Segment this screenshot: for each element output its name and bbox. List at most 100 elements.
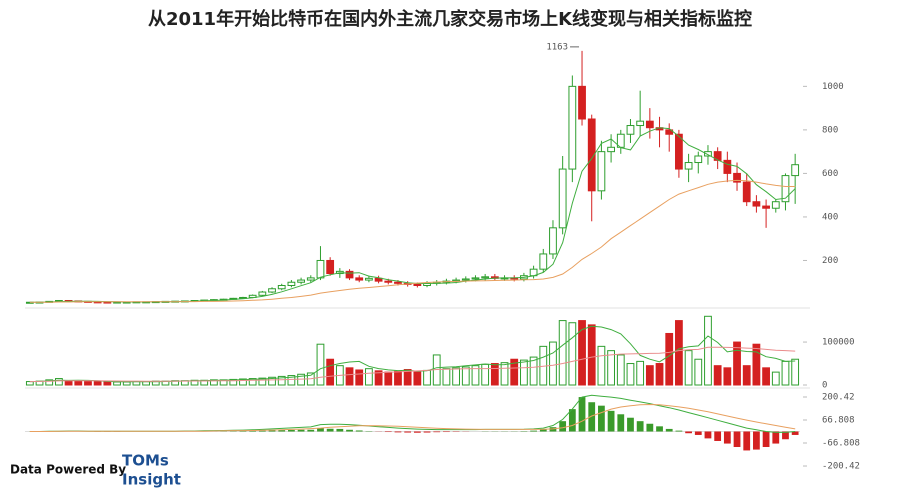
volume-bar [713,365,722,386]
macd-bar [346,429,353,432]
volume-bar [55,378,63,386]
branding-name: Insight [122,471,181,489]
volume-bar [210,379,218,386]
candle-body [558,168,567,229]
volume-bar [374,370,383,386]
macd-bar [598,405,605,432]
candle-body [549,227,557,255]
volume-bar [549,341,557,386]
macd-bar [772,431,780,444]
volume-bar [636,360,645,386]
volume-bar [704,315,712,386]
volume-bar [578,320,586,386]
macd-bar [278,430,286,432]
y-tick-label: 100000 [822,338,855,348]
volume-bar [771,371,780,386]
y-tick-label: 400 [822,212,838,222]
macd-bar [384,431,392,433]
volume-bar [423,369,431,386]
macd-bar [355,430,363,432]
candle-body [791,164,800,177]
volume-bar [74,380,83,386]
volume-bar [84,381,92,386]
candle-body [733,172,741,183]
macd-bar [656,426,663,432]
macd-bar [530,430,537,432]
volume-bar [733,341,741,386]
macd-bar [394,431,402,433]
volume-bar [694,358,703,386]
macd-bar [646,423,654,432]
candle-body [607,146,615,153]
candle-body [481,276,490,279]
branding-text: Data Powered By [10,463,126,477]
macd-bar [258,430,266,432]
chart-title: 从2011年开始比特币在国内外主流几家交易市场上K线变现与相关指标监控 [148,8,752,30]
indicator-line [29,403,796,432]
volume-bar [365,368,373,386]
candle-body [675,133,683,170]
macd-bar [782,431,789,440]
volume-bar [471,365,480,386]
volume-bar [607,350,615,386]
volume-bar [500,362,509,386]
volume-bar [684,350,693,386]
volume-bar [316,343,325,386]
candle-body [578,85,586,120]
macd-bar [568,409,576,432]
candle-body [316,259,325,279]
volume-bar [413,371,422,386]
volume-bar [626,363,635,386]
candle-body [665,129,674,135]
volume-bar [403,369,412,386]
candle-body [384,280,393,283]
volume-bar [345,367,354,386]
y-tick-label: -200.42 [822,462,860,472]
volume-bar [248,378,257,386]
macd-bar [627,417,634,432]
volume-bar [645,365,654,386]
candle-body [597,151,606,192]
candle-body [752,201,761,207]
macd-bar [559,421,567,432]
candle-body [306,277,315,281]
y-tick-label: 800 [822,125,838,135]
macd-bar [288,429,295,432]
volume-bar [616,354,625,386]
macd-bar [539,429,547,432]
volume-bar [752,343,761,386]
volume-bar [277,375,286,386]
y-tick-label: 1000 [822,82,844,92]
macd-bar [723,431,731,444]
macd-bar [791,431,799,435]
macd-bar [433,431,441,433]
candle-body [723,159,732,174]
macd-bar [704,431,712,439]
volume-bar [587,324,596,386]
indicator-line [29,346,796,383]
candle-body [355,277,364,281]
candle-body [461,278,470,281]
macd-bar [249,430,257,432]
candle-body [568,85,577,170]
volume-bar [268,376,276,386]
macd-bar [675,430,683,432]
volume-bar [791,358,800,386]
volume-bar [93,381,102,386]
y-tick-label: 200 [822,256,838,266]
branding-name: TOMs [122,452,169,470]
macd-bar [423,431,431,433]
volume-bar [762,367,770,386]
candle-body [413,283,422,287]
indicator-line [29,179,796,303]
candle-body [781,175,790,203]
macd-bar [317,428,324,432]
macd-bar [404,431,412,433]
macd-bar [714,431,722,441]
volume-bar [452,367,460,386]
volume-bar [64,380,73,386]
volume-bar [665,332,674,386]
candle-body [374,277,383,282]
